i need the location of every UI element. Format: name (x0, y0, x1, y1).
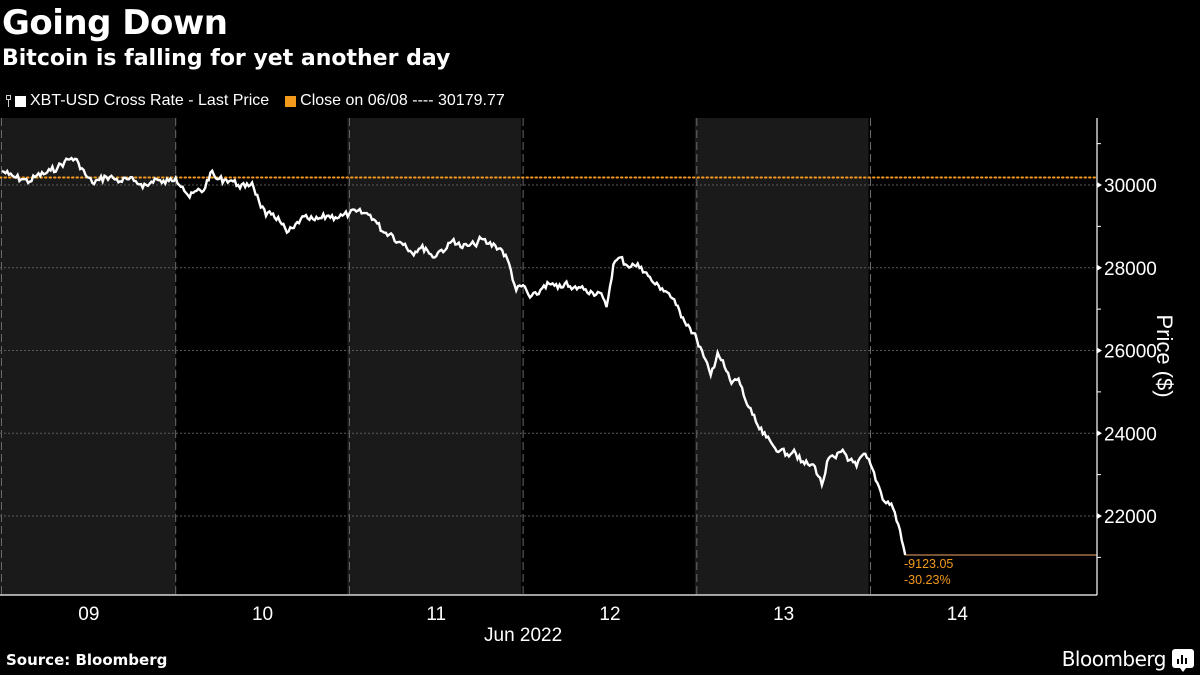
y-axis: 22000 24000 26000 28000 30000 (1096, 118, 1157, 595)
x-axis: 09 10 11 12 13 14 Jun 2022 (0, 594, 1097, 646)
bloomberg-logo: Bloomberg (1061, 647, 1167, 671)
legend: XBT-USD Cross Rate - Last Price Close on… (6, 90, 521, 112)
svg-text:09: 09 (78, 604, 99, 625)
day-separators (1, 118, 871, 595)
legend-label: Close on 06/08 ---- 30179.77 (300, 92, 505, 109)
legend-item-close[interactable]: Close on 06/08 ---- 30179.77 (285, 92, 505, 110)
chart-title: Going Down (2, 3, 228, 43)
horizontal-gridlines (0, 184, 1097, 517)
bloomberg-chart-icon (1172, 649, 1194, 672)
svg-text:28000: 28000 (1104, 259, 1157, 280)
price-line (1, 156, 907, 556)
svg-text:30000: 30000 (1104, 176, 1157, 197)
legend-swatch-orange (285, 95, 297, 107)
svg-text:10: 10 (252, 604, 273, 625)
day-shading (0, 118, 869, 595)
svg-text:12: 12 (599, 604, 620, 625)
svg-text:Jun 2022: Jun 2022 (484, 625, 562, 646)
legend-swatch-white (15, 95, 26, 107)
chart-subtitle: Bitcoin is falling for yet another day (2, 46, 451, 71)
legend-item-last-price[interactable]: XBT-USD Cross Rate - Last Price (15, 92, 269, 110)
svg-text:14: 14 (947, 604, 969, 625)
legend-pin-icon[interactable] (6, 94, 12, 108)
source-note: Source: Bloomberg (6, 651, 168, 669)
svg-text:22000: 22000 (1104, 507, 1157, 528)
legend-label: XBT-USD Cross Rate - Last Price (30, 92, 270, 109)
change-abs-label: -9123.05 (904, 557, 953, 571)
svg-text:26000: 26000 (1104, 342, 1157, 363)
svg-text:24000: 24000 (1104, 424, 1157, 445)
y-axis-title: Price ($) (1152, 314, 1177, 398)
change-pct-label: -30.23% (904, 573, 951, 587)
svg-text:13: 13 (773, 604, 794, 625)
svg-text:11: 11 (426, 604, 446, 625)
